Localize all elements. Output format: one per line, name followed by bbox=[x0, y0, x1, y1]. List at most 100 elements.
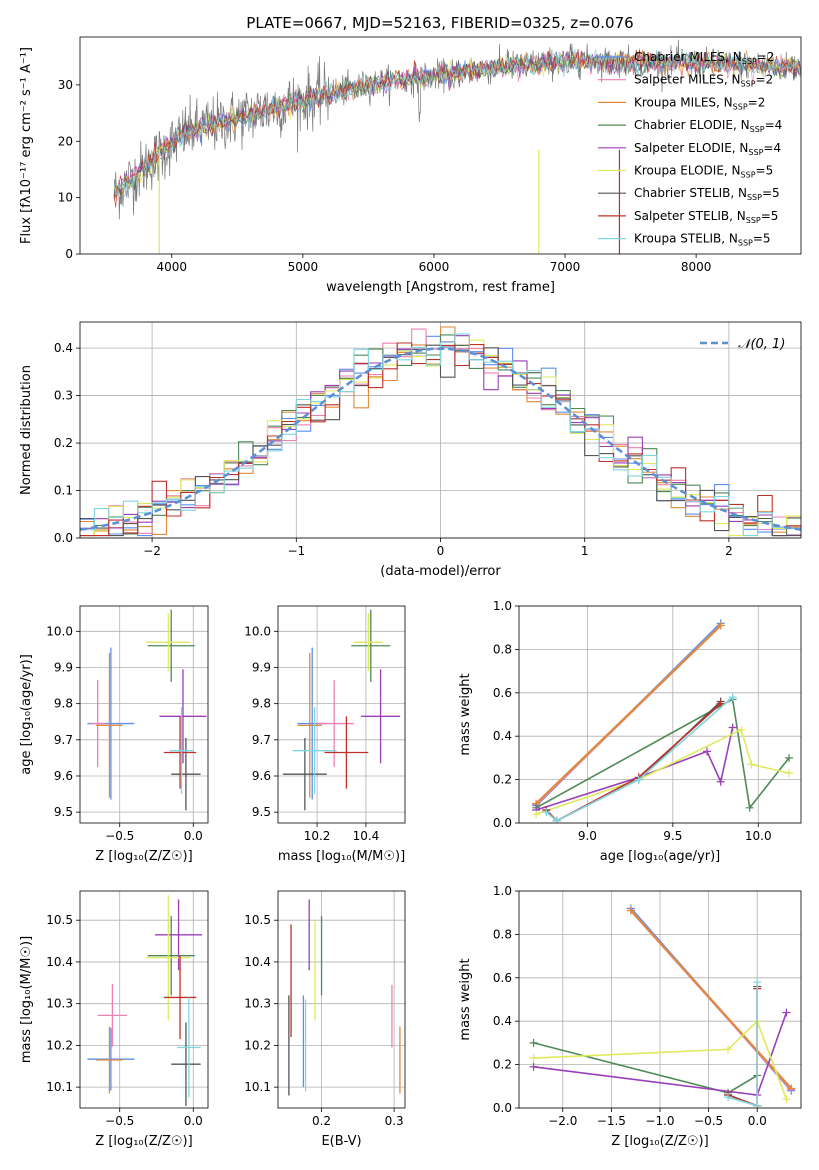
residuals-frame bbox=[79, 321, 802, 539]
mass-weight-vs-age-grid bbox=[519, 605, 801, 824]
errorbar-point bbox=[169, 707, 194, 795]
legend-entry: Chabrier ELODIE, NSSP=4 bbox=[634, 118, 782, 134]
y-tick-label: 30 bbox=[58, 78, 73, 92]
mass-weight-line bbox=[727, 982, 759, 1107]
errorbar-point bbox=[292, 707, 337, 795]
x-tick-label: 1 bbox=[581, 544, 589, 558]
mass-weight-vs-age-xlabel: age [log₁₀(age/yr)] bbox=[600, 849, 721, 864]
mass-weight-line bbox=[535, 727, 734, 811]
y-tick-label: 9.6 bbox=[54, 769, 73, 783]
y-tick-label: 10.5 bbox=[244, 913, 271, 927]
y-tick-label: 0.6 bbox=[493, 971, 512, 985]
spectrum-panel: 4000 5000 6000 7000 8000 0 10 20 30 wavelength [A… bbox=[19, 36, 802, 295]
x-tick-label: 0.2 bbox=[312, 1114, 331, 1128]
y-tick-label: 0.8 bbox=[493, 642, 512, 656]
residuals-plot bbox=[80, 326, 801, 537]
y-tick-label: 10 bbox=[58, 191, 73, 205]
y-tick-label: 9.7 bbox=[54, 733, 73, 747]
mass-weight-line bbox=[535, 624, 722, 805]
errorbar-point bbox=[147, 609, 195, 682]
mass-weight-marker bbox=[753, 978, 762, 987]
y-tick-label: 9.5 bbox=[252, 805, 271, 819]
mass-weight-marker bbox=[724, 1045, 733, 1054]
mass-weight-vs-age-ticks: 9.0 9.5 10.0 0.0 0.2 0.4 0.6 0.8 1.0 bbox=[493, 599, 772, 843]
errorbar-point bbox=[97, 984, 128, 1047]
residuals-panel: −2 −1 0 1 2 0.0 0.1 0.2 0.3 0.4 (data-model)/error… bbox=[19, 321, 802, 579]
age-vs-Z-plot bbox=[87, 609, 207, 811]
legend-entry: Salpeter MILES, NSSP=2 bbox=[634, 73, 773, 89]
mass-weight-marker bbox=[737, 725, 746, 734]
y-tick-label: 9.8 bbox=[54, 697, 73, 711]
errorbar-point bbox=[96, 1026, 123, 1094]
y-tick-label: 10.3 bbox=[244, 997, 271, 1011]
x-tick-label: −0.5 bbox=[105, 829, 134, 843]
x-tick-label: −1.5 bbox=[597, 1114, 626, 1128]
mass-weight-marker bbox=[703, 747, 711, 756]
mass-vs-ebv-frame bbox=[277, 890, 406, 1109]
mass-weight-marker bbox=[716, 777, 725, 786]
age-vs-mass-frame bbox=[277, 605, 406, 824]
y-tick-label: 10.2 bbox=[244, 1038, 271, 1052]
age-vs-Z-frame bbox=[79, 605, 209, 824]
mass-weight-marker bbox=[785, 769, 794, 778]
x-tick-label: 8000 bbox=[681, 260, 712, 274]
y-tick-label: 10.2 bbox=[46, 1038, 73, 1052]
errorbar-point bbox=[146, 895, 191, 1021]
mass-weight-vs-Z-plot bbox=[529, 904, 796, 1108]
x-tick-label: 0 bbox=[437, 544, 445, 558]
x-tick-label: 9.0 bbox=[578, 829, 597, 843]
residuals-ylabel: Normed distribution bbox=[19, 365, 34, 495]
y-tick-label: 10.3 bbox=[46, 997, 73, 1011]
y-tick-label: 9.5 bbox=[54, 805, 73, 819]
errorbar-point bbox=[171, 1022, 201, 1106]
errorbar-point bbox=[282, 738, 327, 811]
mass-weight-line bbox=[545, 696, 734, 822]
x-tick-label: 9.5 bbox=[663, 829, 682, 843]
spectrum-legend: Chabrier MILES, NSSP=2 Salpeter MILES, NS… bbox=[598, 50, 782, 248]
y-tick-label: 0 bbox=[65, 247, 73, 261]
x-tick-label: −1.0 bbox=[645, 1114, 674, 1128]
model-spectrum-line-kroupa_stelib bbox=[113, 48, 801, 196]
mass-weight-marker bbox=[532, 810, 541, 819]
y-tick-label: 10.0 bbox=[244, 624, 271, 638]
x-tick-label: 0.0 bbox=[184, 829, 203, 843]
age-vs-Z-ticks: −0.5 0.0 9.5 9.6 9.7 9.8 9.9 10.0 bbox=[46, 624, 203, 843]
y-tick-label: 0.0 bbox=[54, 531, 73, 545]
y-tick-label: 0.4 bbox=[493, 1014, 512, 1028]
legend-entry: Kroupa ELODIE, NSSP=5 bbox=[634, 164, 773, 180]
age-vs-mass-panel: 10.2 10.4 9.5 9.6 9.7 9.8 9.9 10.0 mass [log₁₀(M… bbox=[244, 605, 406, 864]
x-tick-label: −0.5 bbox=[105, 1114, 134, 1128]
y-tick-label: 1.0 bbox=[493, 599, 512, 613]
y-tick-label: 0.4 bbox=[493, 729, 512, 743]
mass-weight-marker bbox=[785, 753, 794, 762]
mass-weight-line bbox=[545, 700, 722, 822]
y-tick-label: 20 bbox=[58, 134, 73, 148]
x-tick-label: 5000 bbox=[288, 260, 319, 274]
errorbar-point bbox=[147, 916, 195, 996]
errorbar-point bbox=[171, 738, 201, 811]
mass-weight-vs-age-frame bbox=[518, 605, 802, 824]
y-tick-label: 0.0 bbox=[493, 816, 512, 830]
mass-vs-Z-ticks: −0.5 0.0 10.1 10.2 10.3 10.4 10.5 bbox=[46, 913, 203, 1128]
mass-weight-vs-age-ylabel: mass weight bbox=[458, 673, 473, 755]
age-vs-Z-ylabel: age [log₁₀(age/yr)] bbox=[19, 654, 34, 775]
y-tick-label: 10.5 bbox=[46, 913, 73, 927]
x-tick-label: 4000 bbox=[156, 260, 187, 274]
legend-entry: 𝒩(0, 1) bbox=[738, 337, 785, 352]
y-tick-label: 10.4 bbox=[244, 955, 271, 969]
spectrum-ylabel: Flux [fλ10⁻¹⁷ erg cm⁻² s⁻¹ A⁻¹] bbox=[19, 47, 34, 244]
y-tick-label: 9.7 bbox=[252, 733, 271, 747]
errorbar-point bbox=[96, 653, 123, 798]
errorbar-point bbox=[155, 899, 203, 971]
mass-weight-marker bbox=[724, 1093, 733, 1102]
mass-weight-marker bbox=[542, 808, 551, 817]
errorbar-point bbox=[324, 716, 369, 789]
mass-weight-vs-Z-ylabel: mass weight bbox=[458, 958, 473, 1040]
figure-title: PLATE=0667, MJD=52163, FIBERID=0325, z=0… bbox=[246, 14, 633, 32]
errorbar-point bbox=[353, 613, 384, 672]
mass-vs-ebv-grid bbox=[278, 891, 405, 1108]
mass-weight-marker bbox=[626, 906, 635, 915]
mass-weight-line bbox=[533, 1019, 788, 1100]
mass-weight-vs-Z-ticks: −2.0 −1.5 −1.0 −0.5 0.0 0.0 0.2 0.4 0.6 0.8 1.0 bbox=[493, 884, 767, 1128]
